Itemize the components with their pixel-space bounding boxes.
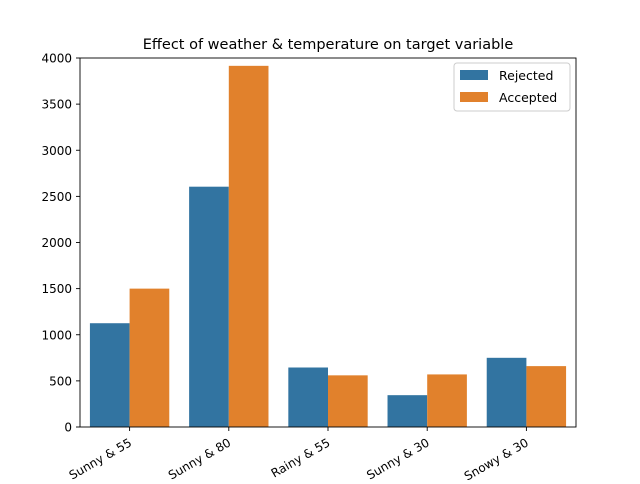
y-tick-label: 2500 [41,190,72,204]
bar-rejected-2 [288,367,328,427]
bar-accepted-4 [526,366,567,427]
y-tick-label: 0 [64,421,72,435]
y-tick-label: 1000 [41,328,72,342]
bar-accepted-0 [129,288,170,428]
bar-accepted-3 [427,374,467,427]
y-tick-label: 4000 [41,52,72,66]
bar-accepted-2 [328,375,368,427]
bar-accepted-1 [228,65,269,427]
y-tick-label: 3000 [41,144,72,158]
legend-label-accepted: Accepted [499,90,557,105]
bar-rejected-0 [89,323,130,427]
chart-title: Effect of weather & temperature on targe… [143,37,514,53]
bar-rejected-4 [486,357,527,427]
bar-rejected-3 [387,395,428,427]
y-tick-label: 500 [49,374,72,388]
bar-rejected-1 [189,186,229,427]
legend-swatch-rejected [460,70,488,80]
y-tick-label: 3500 [41,98,72,112]
legend-label-rejected: Rejected [499,68,553,83]
y-tick-label: 1500 [41,282,72,296]
y-tick-label: 2000 [41,236,72,250]
legend-swatch-accepted [460,92,488,102]
legend: Rejected Accepted [453,62,571,112]
